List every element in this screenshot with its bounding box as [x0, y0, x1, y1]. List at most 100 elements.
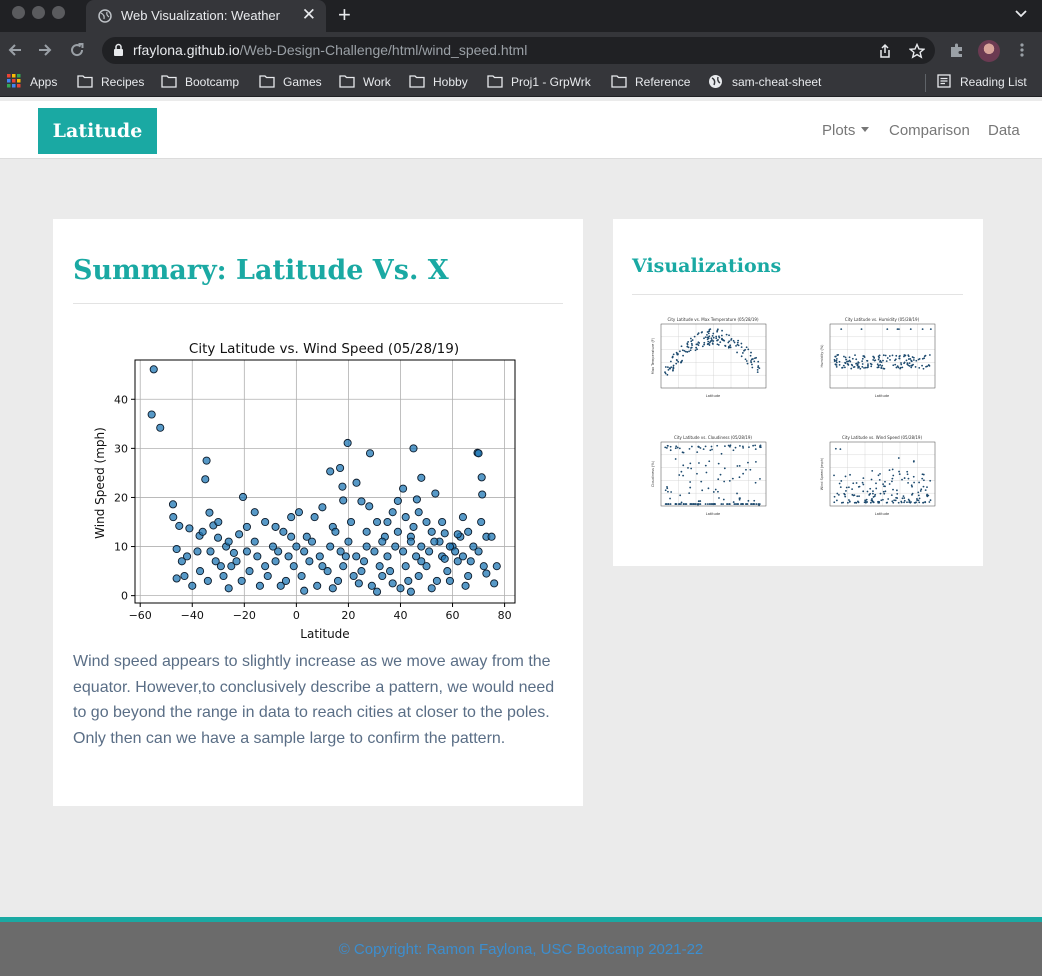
bookmark-star-icon[interactable]	[909, 43, 925, 59]
thumbnail-point	[851, 493, 854, 496]
thumbnail-point	[833, 474, 835, 477]
scatter-point	[344, 537, 353, 546]
thumbnail-point	[853, 501, 856, 504]
thumbnail-point	[882, 354, 885, 357]
scatter-point	[232, 557, 241, 566]
thumbnail-point	[836, 492, 839, 495]
thumbnail-point	[680, 470, 683, 473]
thumbnail-point	[870, 365, 873, 368]
bookmark-label: Reference	[635, 75, 691, 89]
thumbnail-point	[706, 343, 709, 345]
tab-close-icon[interactable]: ✕	[301, 5, 316, 24]
address-bar[interactable]: rfaylona.github.io/Web-Design-Challenge/…	[102, 37, 935, 64]
thumbnail-point	[928, 354, 931, 356]
thumbnail-point	[714, 488, 717, 491]
thumbnail-point	[708, 335, 711, 338]
thumbnail-point	[855, 358, 858, 361]
scatter-point	[253, 552, 262, 561]
url-text[interactable]: rfaylona.github.io/Web-Design-Challenge/…	[133, 42, 527, 58]
forward-arrow-icon[interactable]	[36, 41, 54, 59]
new-tab-button[interactable]: +	[338, 2, 351, 27]
thumbnail-point	[740, 342, 743, 345]
scatter-point	[383, 552, 392, 561]
scatter-point	[343, 438, 352, 448]
share-icon[interactable]	[878, 43, 892, 59]
window-minimize-dot[interactable]	[32, 6, 45, 19]
thumbnail-humidity[interactable]: City Latitude vs. Humidity (05/28/19) Lat…	[818, 316, 940, 402]
thumbnail-point	[901, 478, 903, 481]
scatter-point	[196, 567, 205, 576]
thumbnail-point	[901, 497, 904, 500]
thumbnail-point	[675, 362, 678, 365]
thumbnail-point	[899, 366, 902, 369]
extensions-puzzle-icon[interactable]	[949, 42, 965, 58]
thumbnail-point	[676, 353, 679, 356]
tab-search-chevron-icon[interactable]	[1014, 7, 1028, 21]
thumbnail-point	[749, 468, 752, 471]
thumbnail-point	[862, 483, 865, 486]
thumbnail-point	[902, 495, 905, 498]
thumbnail-wind-speed[interactable]: City Latitude vs. Wind Speed (05/28/19) L…	[818, 434, 940, 520]
browser-tab-active[interactable]: Web Visualization: Weather ✕	[86, 0, 326, 32]
thumbnail-point	[758, 367, 761, 370]
thumbnail-point	[727, 341, 730, 344]
profile-avatar[interactable]	[978, 40, 1000, 62]
thumbnail-point	[750, 351, 752, 354]
thumbnail-point	[712, 503, 715, 505]
nav-data-link[interactable]: Data	[988, 122, 1020, 139]
thumbnail-point	[688, 492, 691, 495]
nav-plots-dropdown[interactable]: Plots	[822, 122, 870, 139]
thumbnail-point	[697, 332, 700, 335]
reload-icon[interactable]	[68, 41, 86, 59]
x-tick-label: 20	[341, 609, 355, 622]
scatter-point	[313, 581, 322, 590]
thumbnail-point	[907, 355, 910, 358]
thumbnail-point	[725, 333, 728, 336]
scatter-point	[440, 529, 449, 538]
thumbnail-point	[917, 358, 920, 361]
scatter-point	[214, 517, 223, 527]
scatter-point	[443, 567, 452, 576]
scatter-point	[370, 547, 379, 556]
chart-ticks: −60 −40 −20 0 20 40 60 80 0 10 20 30 40	[114, 393, 512, 622]
thumbnail-point	[717, 478, 720, 481]
brand-logo[interactable]: Latitude	[38, 108, 157, 154]
thumbnail-point	[880, 361, 883, 364]
thumbnail-point	[736, 465, 739, 467]
lock-icon[interactable]	[113, 43, 124, 57]
thumbnail-point	[689, 481, 692, 483]
thumbnail-point	[867, 363, 869, 366]
y-tick-label: 20	[114, 491, 128, 504]
thumbnail-max-temperature[interactable]: City Latitude vs. Max Temperature (05/28…	[649, 316, 771, 402]
scatter-point	[492, 562, 501, 571]
thumbnail-point	[906, 501, 908, 504]
thumbnail-point	[716, 328, 719, 331]
thumbnail-point	[859, 367, 862, 370]
thumbnail-point	[684, 503, 687, 505]
window-close-dot[interactable]	[12, 6, 25, 19]
thumbnail-point	[711, 448, 713, 451]
back-arrow-icon[interactable]	[6, 41, 24, 59]
scatter-point	[261, 562, 270, 571]
scatter-point	[168, 500, 178, 509]
scatter-point	[255, 581, 264, 590]
y-tick-label: 40	[114, 393, 128, 406]
scatter-point	[271, 522, 280, 531]
thumbnail-point	[759, 446, 762, 449]
thumbnail-point	[664, 366, 667, 368]
nav-comparison-link[interactable]: Comparison	[889, 122, 970, 139]
thumbnail-point	[835, 365, 838, 368]
window-zoom-dot[interactable]	[52, 6, 65, 19]
scatter-point	[365, 502, 374, 511]
thumbnail-ylabel: Humidity (%)	[820, 344, 824, 368]
scatter-point	[339, 496, 348, 505]
scatter-point	[284, 552, 293, 561]
site-navbar: Latitude Plots Comparison Data	[0, 101, 1042, 159]
kebab-menu-icon[interactable]	[1016, 42, 1028, 58]
thumbnail-point	[835, 357, 838, 360]
thumbnail-point	[887, 498, 890, 500]
folder-icon	[259, 75, 275, 88]
scatter-point	[378, 537, 387, 546]
thumbnail-title: City Latitude vs. Humidity (05/28/19)	[845, 317, 920, 322]
thumbnail-cloudiness[interactable]: City Latitude vs. Cloudiness (05/28/19) L…	[649, 434, 771, 520]
